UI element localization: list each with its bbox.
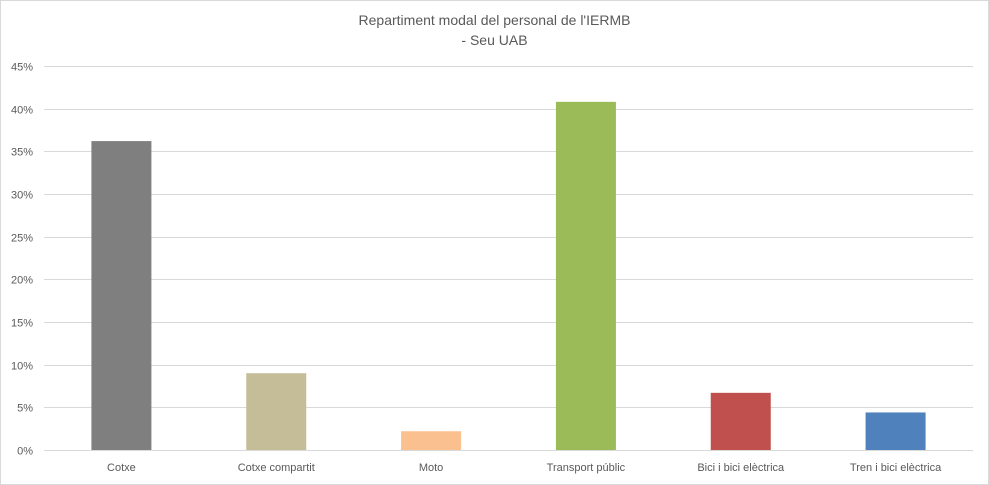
y-axis: 0% 5% 10% 15% 20% 25% 30% 35% 40% 45%	[11, 62, 33, 458]
y-tick-label: 5%	[17, 403, 33, 415]
x-tick-label: Cotxe	[107, 462, 136, 474]
bar-3	[555, 101, 616, 450]
gridlines	[44, 66, 973, 451]
x-tick-label: Transport públic	[547, 462, 626, 474]
y-tick-label: 35%	[11, 147, 33, 159]
y-tick-label: 10%	[11, 361, 33, 373]
y-tick-label: 0%	[17, 446, 33, 458]
x-tick-label: Tren i bici elèctrica	[850, 462, 942, 474]
y-tick-label: 45%	[11, 62, 33, 74]
x-tick-label: Bici i bici elèctrica	[697, 462, 785, 474]
y-tick-label: 30%	[11, 190, 33, 202]
bar-1	[246, 373, 307, 450]
chart-title-line-2: - Seu UAB	[461, 32, 528, 48]
y-tick-label: 25%	[11, 233, 33, 245]
chart-title-line-1: Repartiment modal del personal de l'IERM…	[358, 12, 631, 28]
x-tick-label: Moto	[419, 462, 443, 474]
bar-4	[710, 392, 771, 450]
bar-5	[865, 412, 926, 450]
y-tick-label: 40%	[11, 105, 33, 117]
x-axis: Cotxe Cotxe compartit Moto Transport públic…	[107, 462, 942, 474]
x-tick-label: Cotxe compartit	[238, 462, 315, 474]
bars	[91, 101, 926, 451]
y-tick-label: 15%	[11, 318, 33, 330]
bar-0	[91, 141, 152, 451]
y-tick-label: 20%	[11, 275, 33, 287]
bar-2	[401, 431, 462, 450]
